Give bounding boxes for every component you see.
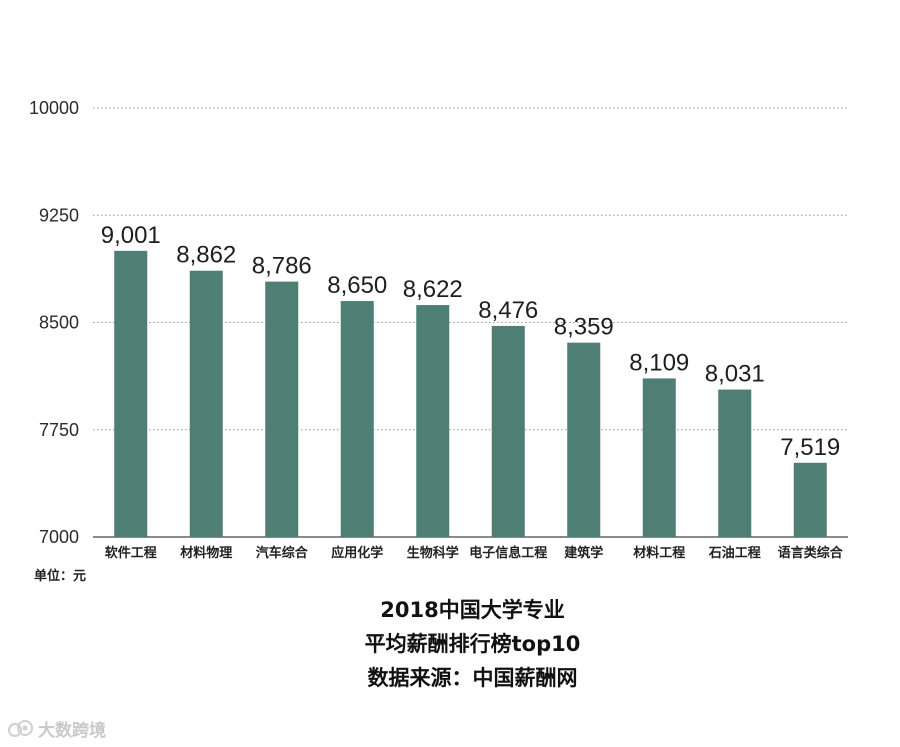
data-label: 8,359 xyxy=(554,314,614,341)
y-tick-label: 7750 xyxy=(39,420,79,440)
bar xyxy=(340,301,374,537)
data-label: 8,476 xyxy=(478,297,538,324)
data-label: 8,862 xyxy=(176,242,236,269)
x-tick-label: 应用化学 xyxy=(331,545,383,561)
x-tick-label: 材料工程 xyxy=(633,545,685,561)
data-label: 8,622 xyxy=(403,276,463,303)
y-tick-label: 9250 xyxy=(39,205,79,225)
bar xyxy=(642,378,676,537)
bar xyxy=(114,250,148,537)
watermark: 大数跨境 xyxy=(8,716,106,741)
data-label: 8,650 xyxy=(327,272,387,299)
data-label: 9,001 xyxy=(101,222,161,249)
chart-title: 2018中国大学专业 平均薪酬排行榜top10 数据来源：中国薪酬网 xyxy=(0,593,900,695)
x-tick-label: 汽车综合 xyxy=(256,545,309,561)
title-line-3: 数据来源：中国薪酬网 xyxy=(367,666,578,690)
data-label: 8,031 xyxy=(705,361,765,388)
y-tick-label: 10000 xyxy=(29,98,79,118)
data-label: 8,109 xyxy=(629,349,689,376)
y-tick-label: 8500 xyxy=(39,313,79,333)
watermark-text: 大数跨境 xyxy=(38,721,106,741)
x-tick-label: 材料物理 xyxy=(180,545,232,561)
data-label: 7,519 xyxy=(780,434,840,461)
title-line-2: 平均薪酬排行榜top10 xyxy=(364,632,581,656)
data-label: 8,786 xyxy=(252,253,312,280)
bar xyxy=(189,270,223,537)
bar xyxy=(718,389,752,537)
bar-chart-svg: 7000 7750 8500 9250 10000 9,001 软件工程 8,862 材料物理 8… xyxy=(29,98,848,561)
x-tick-label: 软件工程 xyxy=(105,545,157,561)
x-tick-label: 石油工程 xyxy=(708,545,761,561)
camera-logo-icon xyxy=(8,719,33,737)
x-tick-label: 生物科学 xyxy=(407,545,459,561)
y-tick-label: 7000 xyxy=(39,527,79,547)
x-tick-label: 建筑学 xyxy=(564,545,603,561)
chart: 7000 7750 8500 9250 10000 9,001 软件工程 8,862 材料物理 8… xyxy=(29,98,848,561)
bar xyxy=(567,342,601,537)
title-line-1: 2018中国大学专业 xyxy=(380,598,565,622)
bar xyxy=(416,305,450,537)
x-tick-label: 语言类综合 xyxy=(778,545,844,561)
unit-note: 单位：元 xyxy=(34,569,87,584)
bar xyxy=(793,462,827,537)
x-tick-label: 电子信息工程 xyxy=(469,545,547,561)
bar xyxy=(491,325,525,537)
bar xyxy=(265,281,299,537)
